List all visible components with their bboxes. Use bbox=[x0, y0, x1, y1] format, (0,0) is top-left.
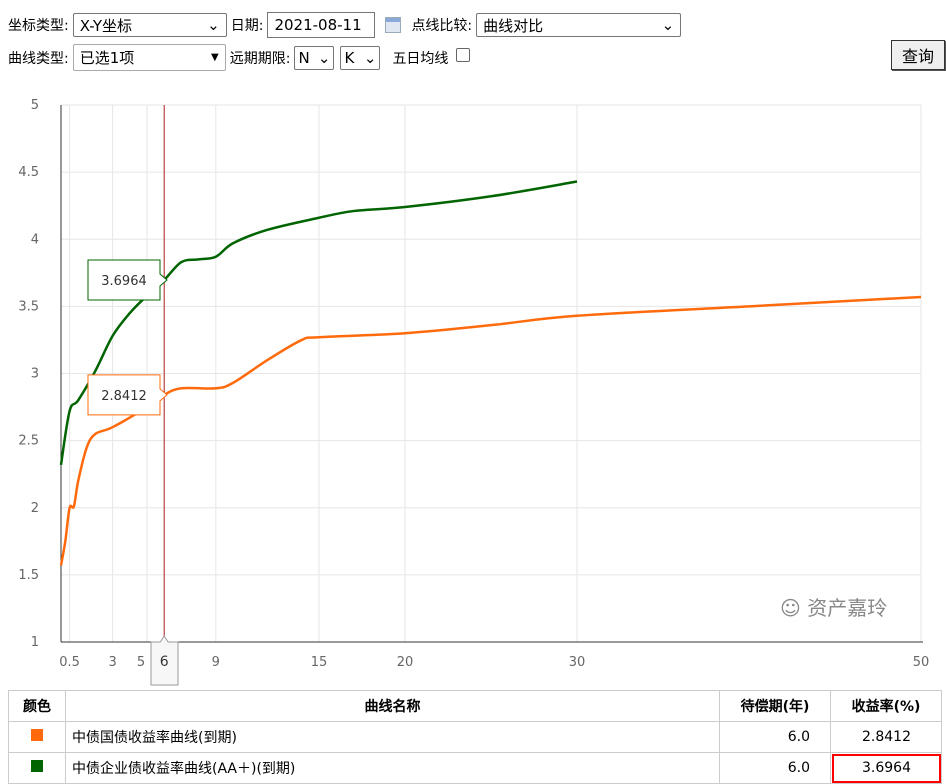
y-tick-label: 4 bbox=[31, 232, 39, 247]
compare-select[interactable]: 曲线对比 ⌄ bbox=[476, 13, 682, 37]
tooltip-box bbox=[87, 374, 168, 416]
x-tick-label: 5 bbox=[137, 655, 145, 670]
yield-curve-chart: 1 1.5 2 2.5 3 3.5 4 4.5 5 0.5 3 5 9 15 20 30 50 2.8412 3.6… bbox=[18, 98, 930, 686]
x-tick-label: 15 bbox=[311, 655, 328, 670]
term: 6.0 bbox=[719, 752, 831, 784]
color-swatch bbox=[31, 760, 43, 772]
chevron-down-icon: ⌄ bbox=[317, 48, 331, 67]
y-tick-label: 4.5 bbox=[18, 165, 39, 180]
y-tick-label: 2 bbox=[31, 501, 39, 516]
curve-name: 中债企业债收益率曲线(AA＋)(到期) bbox=[65, 752, 720, 784]
tooltip-value: 2.8412 bbox=[101, 389, 147, 404]
curve-type-label: 曲线类型: bbox=[8, 50, 69, 67]
tooltip-box bbox=[87, 259, 168, 301]
compare-value: 曲线对比 bbox=[483, 16, 544, 35]
x-tick-label: 50 bbox=[913, 655, 930, 670]
chevron-down-icon: ⌄ bbox=[661, 16, 675, 34]
y-tick-label: 1.5 bbox=[18, 568, 39, 583]
y-tick-label: 5 bbox=[31, 98, 39, 113]
color-swatch bbox=[31, 729, 43, 741]
date-label: 日期: bbox=[230, 18, 264, 34]
far-n-select[interactable]: N ⌄ bbox=[294, 45, 335, 70]
far-k-value: K bbox=[344, 48, 355, 67]
y-tick-label: 3.5 bbox=[18, 299, 39, 314]
far-k-select[interactable]: K ⌄ bbox=[340, 45, 381, 70]
chevron-down-icon: ⌄ bbox=[207, 16, 220, 34]
curve-name: 中债国债收益率曲线(到期) bbox=[65, 721, 720, 753]
curve-table: 颜色 曲线名称 待偿期(年) 收益率(%) 中债国债收益率曲线(到期) 6.0 … bbox=[8, 690, 942, 784]
watermark: ☺ 资产嘉玲 bbox=[780, 596, 888, 620]
watermark-text: 资产嘉玲 bbox=[807, 596, 888, 620]
x-tick-label: 30 bbox=[569, 655, 586, 670]
query-button[interactable]: 查询 bbox=[891, 40, 945, 70]
header-name: 曲线名称 bbox=[65, 690, 720, 722]
table-row: 中债国债收益率曲线(到期) 6.0 2.8412 bbox=[8, 721, 942, 753]
x-tick-label: 9 bbox=[212, 655, 220, 670]
compare-label: 点线比较: bbox=[411, 18, 473, 34]
yield-highlighted: 3.6964 bbox=[830, 752, 942, 784]
ma5-label: 五日均线 bbox=[392, 50, 449, 67]
far-term-label: 远期期限: bbox=[229, 50, 291, 67]
caret-down-icon: ▼ bbox=[211, 52, 219, 63]
curve-type-value: 已选1项 bbox=[79, 49, 135, 67]
x-tick-label: 0.5 bbox=[59, 655, 80, 670]
series-line bbox=[59, 295, 922, 566]
crosshair-x-label: 6 bbox=[160, 654, 169, 670]
date-input[interactable]: 2021-08-11 bbox=[267, 12, 376, 38]
x-tick-label: 20 bbox=[397, 655, 414, 670]
y-tick-label: 3 bbox=[31, 367, 39, 382]
toolbar-row-2: 曲线类型: 已选1项 ▼ 远期期限: N ⌄ K ⌄ 五日均线 bbox=[8, 44, 471, 71]
tooltip-value: 3.6964 bbox=[101, 274, 147, 289]
coord-type-value: X-Y坐标 bbox=[79, 16, 133, 35]
crosshair-x-label-box bbox=[150, 635, 179, 686]
coord-type-select[interactable]: X-Y坐标 ⌄ bbox=[72, 13, 227, 37]
far-n-value: N bbox=[298, 48, 310, 67]
chevron-down-icon: ⌄ bbox=[363, 48, 377, 67]
toolbar-row-1: 坐标类型: X-Y坐标 ⌄ 日期: 2021-08-11 点线比较: 曲线对比 ⌄ bbox=[8, 12, 682, 38]
yield: 2.8412 bbox=[830, 721, 942, 753]
table-row: 中债企业债收益率曲线(AA＋)(到期) 6.0 3.6964 bbox=[8, 752, 942, 784]
header-yield: 收益率(%) bbox=[830, 690, 942, 722]
ma5-checkbox[interactable] bbox=[456, 47, 471, 62]
coord-type-label: 坐标类型: bbox=[8, 18, 69, 34]
calendar-icon[interactable] bbox=[385, 17, 402, 33]
header-color: 颜色 bbox=[8, 690, 66, 722]
y-tick-label: 1 bbox=[31, 635, 39, 650]
series-line bbox=[59, 180, 578, 465]
curve-type-select[interactable]: 已选1项 ▼ bbox=[72, 44, 226, 71]
y-tick-label: 2.5 bbox=[18, 434, 39, 449]
x-tick-label: 3 bbox=[108, 655, 116, 670]
term: 6.0 bbox=[719, 721, 831, 753]
header-term: 待偿期(年) bbox=[719, 690, 831, 722]
